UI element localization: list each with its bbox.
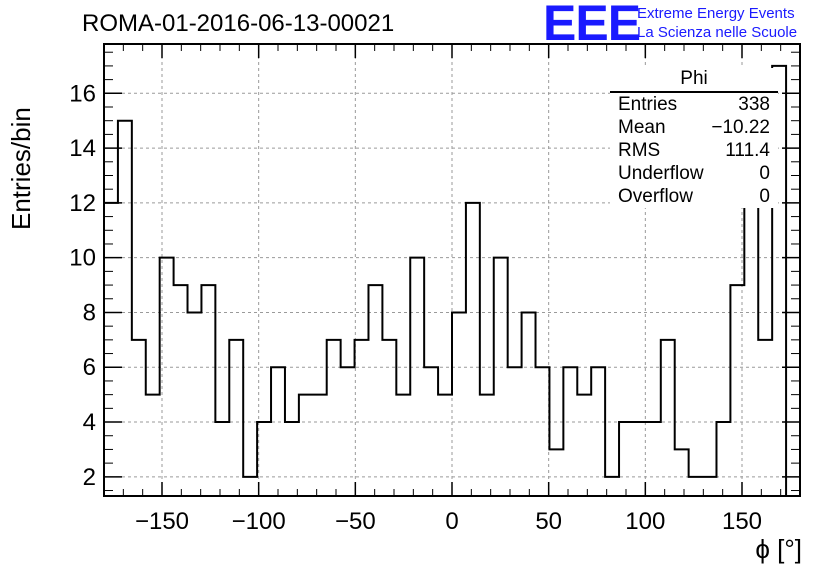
histogram-bin — [661, 340, 675, 496]
histogram-bin — [703, 477, 717, 496]
run-title: ROMA-01-2016-06-13-00021 — [82, 10, 395, 37]
histogram-bin — [647, 422, 661, 496]
stats-value: 338 — [738, 94, 770, 115]
eee-logo-text: Extreme Energy Events La Scienza nelle S… — [637, 4, 797, 42]
eee-logo: EEE — [543, 0, 641, 51]
histogram-bin — [689, 477, 703, 496]
histogram-bin — [215, 422, 229, 496]
histogram-bin — [132, 340, 146, 496]
histogram-bin — [355, 340, 369, 496]
x-axis-label: ϕ [°] — [755, 534, 802, 564]
histogram-bin — [744, 203, 758, 496]
y-tick-label: 12 — [69, 190, 96, 217]
histogram-bin — [466, 203, 480, 496]
y-tick-label: 4 — [83, 409, 96, 436]
histogram-bin — [201, 285, 215, 496]
histogram-line — [104, 64, 800, 497]
y-tick-label: 8 — [83, 299, 96, 326]
x-tick-label: −50 — [335, 508, 376, 535]
histogram-bin — [118, 121, 132, 496]
histogram-bin — [188, 312, 202, 496]
x-tick-label: 100 — [625, 508, 665, 535]
y-tick-label: 14 — [69, 135, 96, 162]
stats-label: RMS — [618, 140, 661, 161]
stats-value: 0 — [759, 186, 770, 207]
histogram-bin — [716, 422, 730, 496]
histogram-bin — [605, 477, 619, 496]
histogram-bin — [410, 258, 424, 496]
histogram-bin — [522, 312, 536, 496]
stats-row-overflow: Overflow 0 — [610, 185, 778, 208]
stats-row-underflow: Underflow 0 — [610, 162, 778, 185]
histogram-bin — [327, 340, 341, 496]
stats-label: Entries — [618, 94, 678, 115]
x-tick-label: 0 — [445, 508, 458, 535]
logo-line-1: Extreme Energy Events — [637, 5, 795, 22]
histogram-bin — [452, 312, 466, 496]
histogram-bin — [549, 449, 563, 496]
stats-label: Overflow — [618, 186, 693, 207]
y-tick-label: 2 — [83, 464, 96, 491]
x-tick-label: −100 — [232, 508, 286, 535]
y-axis-label: Entries/bin — [6, 107, 36, 230]
histogram-bin — [480, 395, 494, 496]
stats-value: 0 — [759, 163, 770, 184]
x-tick-label: −150 — [135, 508, 189, 535]
histogram-bin — [619, 422, 633, 496]
histogram-bin — [563, 367, 577, 496]
stats-value: 111.4 — [725, 140, 770, 161]
histogram-bin — [577, 395, 591, 496]
histogram-bin — [675, 449, 689, 496]
stats-value: −10.22 — [711, 117, 770, 138]
stats-row-entries: Entries 338 — [610, 93, 778, 116]
stats-box: Phi Entries 338 Mean −10.22 RMS 111.4 Un… — [610, 68, 778, 208]
histogram-bin — [494, 258, 508, 496]
y-tick-label: 6 — [83, 354, 96, 381]
histogram-bin — [229, 340, 243, 496]
histogram-bin — [299, 395, 313, 496]
y-tick-label: 16 — [69, 80, 96, 107]
histogram-bin — [313, 395, 327, 496]
histogram-bin — [285, 422, 299, 496]
histogram-bin — [243, 477, 257, 496]
histogram-bin — [104, 203, 118, 496]
y-tick-label: 10 — [69, 245, 96, 272]
histogram-bin — [396, 395, 410, 496]
x-tick-label: 150 — [722, 508, 762, 535]
stats-label: Mean — [618, 117, 666, 138]
histogram-bin — [758, 340, 772, 496]
histogram-bin — [368, 285, 382, 496]
logo-line-2: La Scienza nelle Scuole — [637, 24, 798, 41]
x-tick-label: 50 — [535, 508, 562, 535]
stats-title: Phi — [610, 68, 778, 93]
histogram-bin — [174, 285, 188, 496]
stats-row-mean: Mean −10.22 — [610, 116, 778, 139]
stats-label: Underflow — [618, 163, 704, 184]
histogram-bin — [382, 340, 396, 496]
stats-row-rms: RMS 111.4 — [610, 139, 778, 162]
histogram-bin — [438, 395, 452, 496]
histogram-bin — [146, 395, 160, 496]
